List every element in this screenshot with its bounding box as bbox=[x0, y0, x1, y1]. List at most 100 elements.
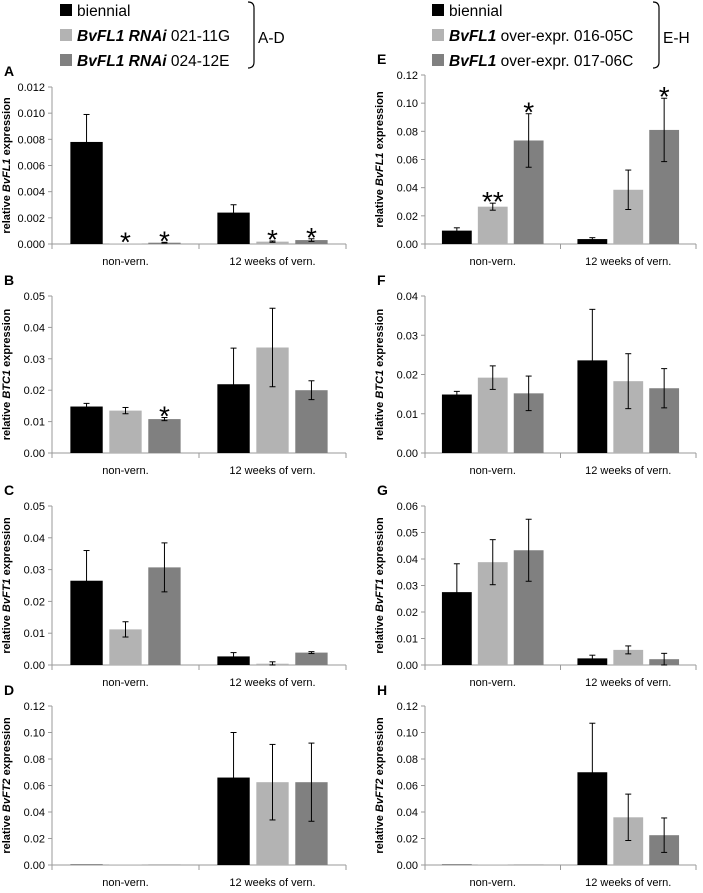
panel-letter: C bbox=[4, 482, 14, 498]
y-tick-label: 0.06 bbox=[397, 155, 418, 167]
legend-label: biennial bbox=[77, 3, 130, 20]
error-bar bbox=[269, 240, 276, 243]
y-tick-label: 0.012 bbox=[17, 82, 45, 94]
legend-label: biennial bbox=[449, 3, 502, 20]
y-tick-label: 0.00 bbox=[24, 860, 45, 872]
y-tick-label: 0.12 bbox=[24, 701, 45, 713]
label-part: expression bbox=[374, 308, 386, 369]
legend-label: BvFL1 RNAi 024-12E bbox=[77, 53, 230, 70]
y-tick-label: 0.04 bbox=[24, 533, 45, 545]
y-tick-label: 0.08 bbox=[397, 754, 418, 766]
bar bbox=[477, 377, 508, 453]
error-bar bbox=[83, 402, 90, 411]
bar bbox=[295, 240, 328, 244]
y-tick-label: 0.01 bbox=[397, 634, 418, 646]
x-tick-label: non-vern. bbox=[470, 877, 516, 889]
bar bbox=[613, 649, 644, 665]
error-bar bbox=[525, 113, 532, 168]
x-tick-label: non-vern. bbox=[470, 677, 516, 689]
y-axis-label: relative BTC1 expression bbox=[1, 308, 13, 440]
panel-E: E 0.00 0.02 0.04 0.06 0.08 0.10 0.12 non-vern. 12… bbox=[374, 51, 697, 268]
label-part: BTC1 bbox=[374, 370, 386, 399]
legend-swatch bbox=[432, 4, 444, 16]
legend-swatch bbox=[432, 54, 444, 66]
y-axis-label: relative BvFL1 expression bbox=[374, 91, 386, 228]
legend-swatch bbox=[432, 29, 444, 41]
label-part: expression bbox=[374, 91, 386, 152]
y-tick-label: 0.03 bbox=[397, 581, 418, 593]
bar bbox=[109, 410, 142, 453]
y-axis-label: relative BvFT2 expression bbox=[1, 717, 13, 854]
label-part: BvFL1 bbox=[449, 53, 496, 70]
panel-C: C 0.00 0.01 0.02 0.03 0.04 0.05 non-vern. 12 wee… bbox=[1, 482, 347, 689]
y-tick-label: 0.04 bbox=[24, 322, 45, 334]
error-bar bbox=[661, 652, 668, 666]
x-tick-label: 12 weeks of vern. bbox=[585, 256, 671, 268]
error-bar bbox=[625, 793, 632, 841]
error-bar bbox=[589, 722, 596, 822]
y-axis-label: relative BvFT2 expression bbox=[374, 717, 386, 854]
bar bbox=[148, 419, 181, 453]
legend-bracket bbox=[247, 1, 255, 69]
error-bar bbox=[308, 742, 315, 822]
error-bar bbox=[308, 380, 315, 401]
error-bar bbox=[589, 654, 596, 663]
x-tick-label: 12 weeks of vern. bbox=[229, 677, 315, 689]
error-bar bbox=[489, 365, 496, 390]
error-bar bbox=[269, 743, 276, 821]
label-part: 021-11G bbox=[167, 28, 230, 45]
error-bar bbox=[161, 542, 168, 593]
legend-label: BvFL1 RNAi 021-11G bbox=[77, 28, 230, 45]
x-tick-label: non-vern. bbox=[102, 256, 148, 268]
error-bar bbox=[661, 97, 668, 163]
label-part: BvFL1 bbox=[1, 158, 13, 192]
y-tick-label: 0.01 bbox=[24, 417, 45, 429]
y-tick-label: 0.08 bbox=[397, 126, 418, 138]
label-part: relative bbox=[374, 186, 386, 228]
panel-letter: E bbox=[377, 51, 386, 67]
label-part: expression bbox=[374, 517, 386, 578]
y-axis-label: relative BvFT1 expression bbox=[374, 517, 386, 654]
x-tick-label: 12 weeks of vern. bbox=[585, 877, 671, 889]
y-tick-label: 0.02 bbox=[24, 385, 45, 397]
label-part: expression bbox=[1, 308, 13, 369]
error-bar bbox=[122, 406, 129, 415]
error-bar bbox=[308, 238, 315, 242]
significance-mark: ** bbox=[482, 186, 504, 217]
x-tick-label: 12 weeks of vern. bbox=[585, 677, 671, 689]
legend-swatch bbox=[60, 4, 72, 16]
y-tick-label: 0.002 bbox=[17, 213, 45, 225]
x-tick-label: 12 weeks of vern. bbox=[585, 465, 671, 477]
bar bbox=[441, 394, 472, 453]
y-tick-label: 0.02 bbox=[24, 596, 45, 608]
legend-group-label: A-D bbox=[258, 30, 285, 47]
significance-mark: * bbox=[120, 227, 131, 258]
error-bar bbox=[625, 645, 632, 655]
y-tick-label: 0.06 bbox=[24, 781, 45, 793]
label-part: biennial bbox=[77, 3, 130, 20]
bar bbox=[295, 390, 328, 453]
label-part: relative bbox=[1, 612, 13, 654]
legend-swatch bbox=[60, 29, 72, 41]
error-bar bbox=[308, 651, 315, 655]
panel-letter: A bbox=[4, 63, 14, 79]
bar bbox=[477, 206, 508, 244]
y-tick-label: 0.10 bbox=[397, 728, 418, 740]
x-tick-label: non-vern. bbox=[470, 256, 516, 268]
legend-label: BvFL1 over-expr. 017-06C bbox=[449, 53, 633, 70]
legend-A-D: biennial BvFL1 RNAi 021-11G BvFL1 RNAi 024… bbox=[60, 1, 285, 70]
legend-group-label: E-H bbox=[663, 30, 690, 47]
y-tick-label: 0.00 bbox=[24, 660, 45, 672]
error-bar bbox=[661, 368, 668, 409]
bar bbox=[577, 239, 608, 244]
error-bar bbox=[625, 353, 632, 410]
legend-label: BvFL1 over-expr. 016-05C bbox=[449, 28, 633, 45]
label-part: BvFL1 bbox=[374, 152, 386, 186]
error-bar bbox=[269, 661, 276, 666]
bar bbox=[70, 406, 103, 453]
y-tick-label: 0.006 bbox=[17, 161, 45, 173]
panel-letter: H bbox=[377, 682, 387, 698]
label-part: relative bbox=[374, 812, 386, 854]
y-tick-label: 0.06 bbox=[397, 501, 418, 513]
y-tick-label: 0.05 bbox=[24, 501, 45, 513]
